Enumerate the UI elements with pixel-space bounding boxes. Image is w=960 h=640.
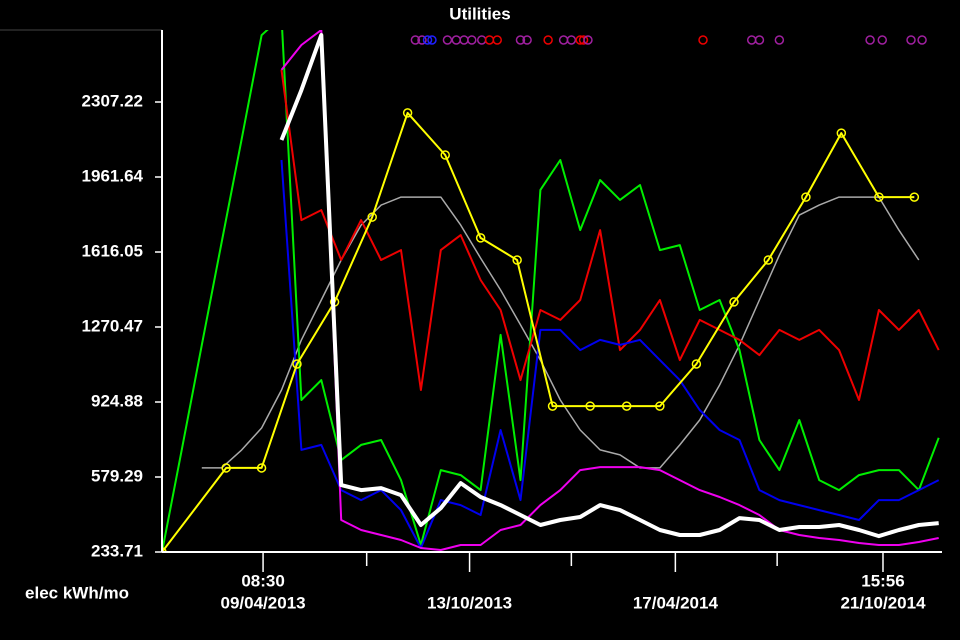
event-marker: [410, 35, 421, 45]
series-marker: [367, 212, 377, 222]
event-marker: [522, 35, 532, 45]
y-tick-label: 1961.64: [82, 166, 144, 185]
x-tick-label: 21/10/2014: [840, 593, 926, 612]
x-tick-label: 08:30: [241, 571, 284, 590]
event-marker: [543, 35, 553, 45]
event-marker: [774, 35, 785, 45]
series-marker: [585, 401, 595, 411]
series-line: [279, 33, 939, 539]
event-marker: [754, 35, 765, 45]
series-marker: [221, 463, 231, 473]
x-tick-label: 15:56: [861, 571, 904, 590]
event-marker: [451, 35, 462, 45]
event-marker: [442, 35, 453, 45]
series-marker: [547, 401, 558, 411]
event-marker: [865, 35, 875, 45]
y-tick-label: 579.29: [91, 466, 143, 485]
series-marker: [512, 255, 522, 265]
series-line: [162, 111, 915, 552]
event-marker: [877, 35, 888, 45]
y-tick-label: 233.71: [91, 541, 143, 560]
event-marker: [558, 35, 569, 45]
series-marker: [621, 401, 632, 411]
series-marker: [874, 192, 884, 202]
series-marker: [655, 401, 665, 411]
series-marker: [475, 233, 486, 243]
event-marker: [476, 35, 487, 45]
event-marker: [467, 35, 477, 45]
series-marker: [691, 359, 702, 369]
event-marker: [578, 35, 589, 45]
series-marker: [836, 128, 847, 138]
event-marker: [566, 35, 577, 45]
series-marker: [256, 463, 267, 473]
y-axis-label: elec kWh/mo: [25, 583, 129, 602]
event-marker: [417, 35, 427, 45]
series-line: [280, 30, 939, 551]
series-marker: [440, 150, 450, 160]
event-marker: [422, 35, 433, 45]
x-tick-label: 17/04/2014: [633, 593, 719, 612]
y-tick-label: 2307.22: [82, 91, 143, 110]
y-tick-label: 924.88: [91, 391, 143, 410]
x-tick-label: 13/10/2013: [427, 593, 512, 612]
event-marker: [427, 35, 437, 45]
series-line: [162, 30, 940, 552]
series-marker: [763, 255, 774, 265]
series-line: [280, 69, 940, 401]
event-marker: [459, 35, 469, 45]
y-tick-label: 1270.47: [82, 316, 143, 335]
series-marker: [909, 192, 920, 202]
event-marker: [906, 35, 916, 45]
event-marker: [917, 35, 927, 45]
event-marker: [583, 35, 593, 45]
event-marker: [492, 35, 502, 45]
series-marker: [729, 297, 739, 307]
series-marker: [402, 108, 413, 118]
series-line: [280, 159, 940, 549]
y-tick-label: 1616.05: [82, 241, 143, 260]
chart-title: Utilities: [449, 4, 510, 23]
event-marker: [698, 35, 708, 45]
plot-area: [162, 30, 940, 552]
event-marker: [746, 35, 757, 45]
event-marker: [515, 35, 526, 45]
series-marker: [801, 192, 811, 202]
series-marker: [292, 359, 302, 369]
x-tick-label: 09/04/2013: [221, 593, 306, 612]
series-line: [201, 196, 920, 469]
event-marker: [484, 35, 495, 45]
